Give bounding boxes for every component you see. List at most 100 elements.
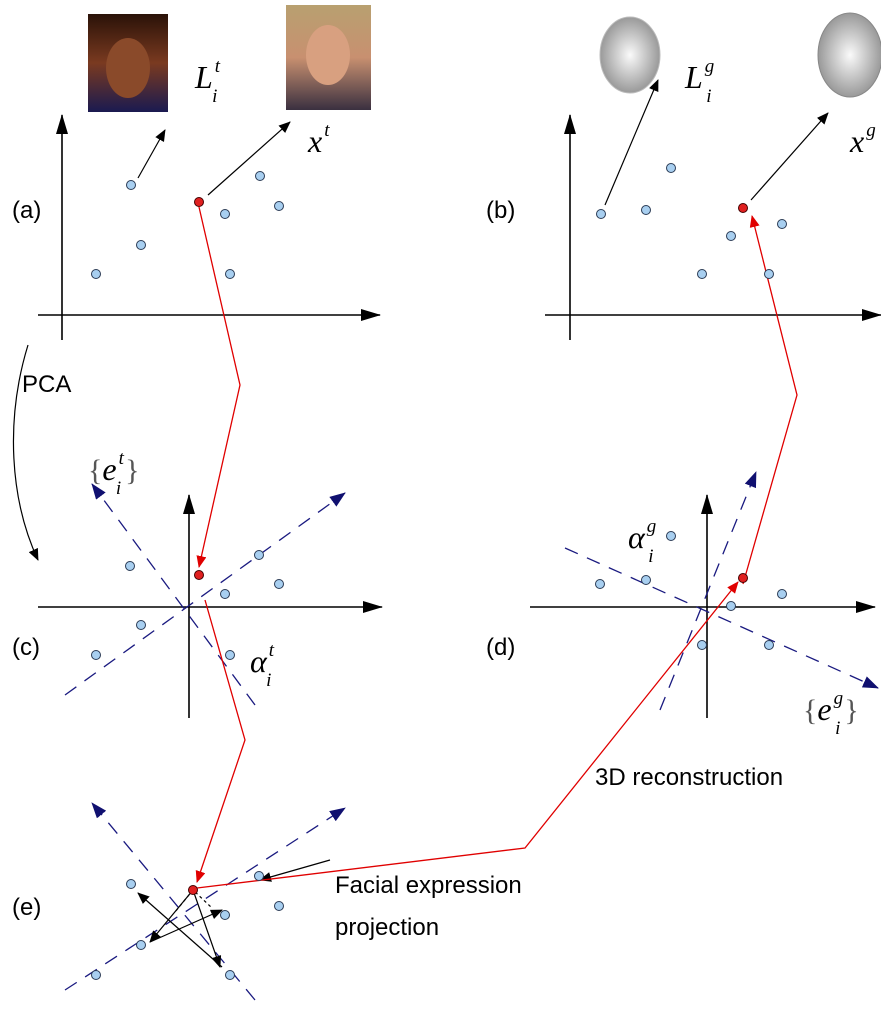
point (126, 562, 135, 571)
arrow (208, 122, 290, 195)
eigen-axis (65, 808, 345, 990)
point (596, 580, 605, 589)
point (642, 206, 651, 215)
point (256, 172, 265, 181)
eigen-axis (92, 484, 255, 705)
point (92, 651, 101, 660)
arrow (260, 860, 330, 880)
arrow (138, 893, 222, 967)
projection-label: Facial expression (335, 872, 522, 899)
arrow (193, 890, 220, 967)
arrow (751, 113, 828, 200)
point (137, 941, 146, 950)
subscript: i (212, 86, 217, 107)
point (667, 532, 676, 541)
brace: } (125, 454, 139, 487)
point (127, 181, 136, 190)
subscript: i (266, 670, 271, 691)
arrow (138, 130, 165, 178)
superscript: t (215, 56, 221, 77)
symbol: L (194, 59, 213, 95)
point (226, 651, 235, 660)
face-mesh (600, 17, 660, 93)
point (92, 971, 101, 980)
red-point (739, 574, 748, 583)
superscript: g (705, 56, 715, 77)
red-path (197, 600, 245, 882)
symbol: e (102, 451, 116, 487)
point (275, 580, 284, 589)
red-path (199, 207, 240, 567)
subscript: i (648, 546, 653, 567)
arrow (150, 890, 193, 942)
diagram: (a) (b) (c) (d) (e) PCA 3D reconstruction Facia… (0, 0, 881, 1021)
point (765, 270, 774, 279)
panel-label: (d) (486, 634, 515, 661)
point (778, 220, 787, 229)
arrow (605, 80, 658, 205)
point (127, 880, 136, 889)
point (698, 270, 707, 279)
point (226, 971, 235, 980)
superscript: g (647, 516, 657, 537)
point (778, 590, 787, 599)
point (255, 551, 264, 560)
point (698, 641, 707, 650)
point (727, 602, 736, 611)
point (275, 902, 284, 911)
superscript: t (119, 448, 125, 469)
superscript: t (324, 120, 330, 141)
brace: { (803, 694, 817, 727)
superscript: g (834, 688, 844, 709)
panel-label: (b) (486, 197, 515, 224)
point (221, 210, 230, 219)
point (255, 872, 264, 881)
red-point (189, 886, 198, 895)
projection-label: projection (335, 914, 439, 941)
superscript: g (866, 120, 876, 141)
point (727, 232, 736, 241)
point (137, 241, 146, 250)
superscript: t (269, 640, 275, 661)
point (221, 590, 230, 599)
face (106, 38, 150, 98)
panel-label: (e) (12, 894, 41, 921)
panel-label: (c) (12, 634, 40, 661)
symbol: e (817, 691, 831, 727)
point (226, 270, 235, 279)
point (642, 576, 651, 585)
point (765, 641, 774, 650)
brace: { (88, 454, 102, 487)
red-point (195, 198, 204, 207)
red-path (197, 582, 738, 888)
math-label: {egi} (803, 688, 859, 739)
symbol: x (307, 123, 322, 159)
symbol: α (628, 519, 646, 555)
subscript: i (706, 86, 711, 107)
reconstruction-label: 3D reconstruction (595, 764, 783, 791)
symbol: x (849, 123, 864, 159)
point (137, 621, 146, 630)
red-point (739, 204, 748, 213)
face-mesh (818, 13, 881, 97)
point (667, 164, 676, 173)
panel-label: (a) (12, 197, 41, 224)
subscript: i (116, 478, 121, 499)
point (92, 270, 101, 279)
point (597, 210, 606, 219)
face (306, 25, 350, 85)
arrow (150, 910, 222, 942)
eigen-axis (565, 548, 878, 688)
eigen-axis (660, 472, 756, 710)
eigen-axis (65, 493, 345, 695)
pca-label: PCA (22, 371, 71, 398)
brace: } (844, 694, 858, 727)
point (275, 202, 284, 211)
